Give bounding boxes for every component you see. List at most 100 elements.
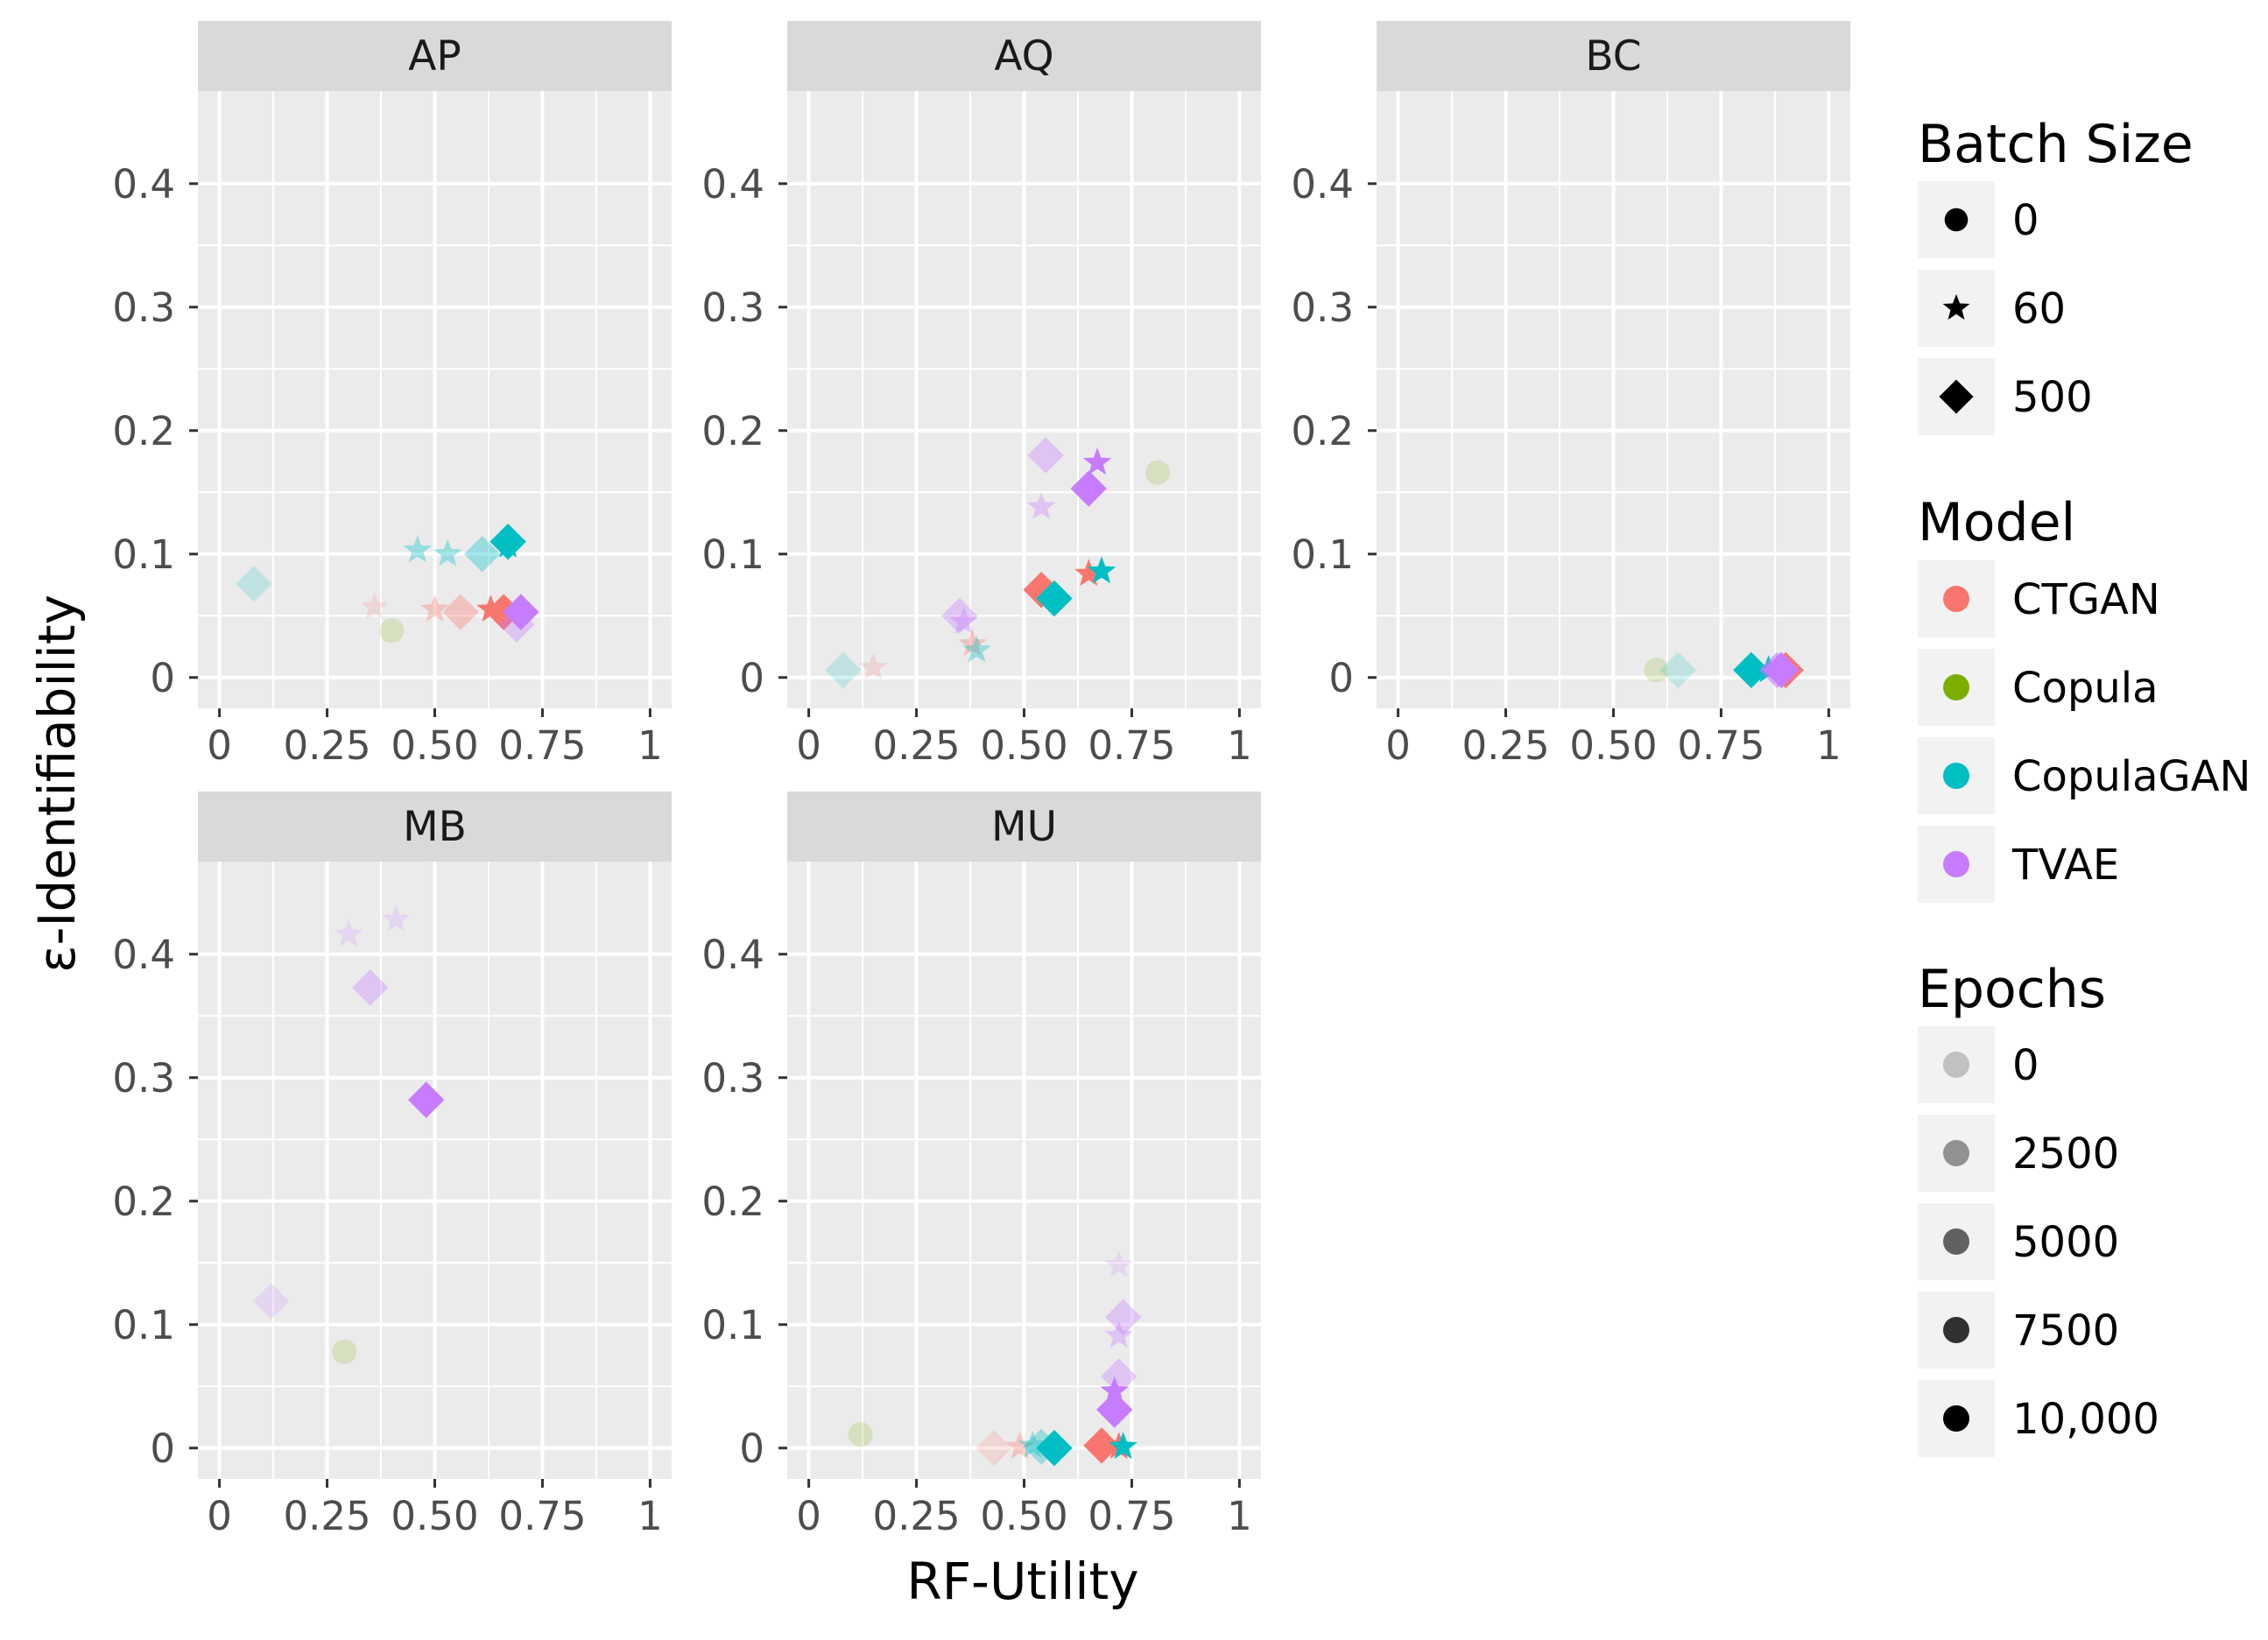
facet-label: MB: [403, 803, 467, 851]
panel-aq: AQ 0 0.25 0.50 0.75 1 0 0.1 0.2 0.3 0.4: [701, 21, 1261, 769]
batch-size-legend-label: 60: [2012, 285, 2066, 334]
data-point-copulagan-star: [962, 635, 991, 663]
y-tick-label: 0.2: [1291, 408, 1354, 454]
legend-key-alpha-dot: [1943, 1052, 1969, 1078]
facet-strip: [1377, 21, 1850, 91]
data-point-ctgan-diamond: [1083, 1427, 1120, 1464]
epochs-legend-label: 0: [2012, 1041, 2039, 1090]
data-point-copulagan-diamond: [825, 651, 862, 688]
y-tick-label: 0.2: [112, 1179, 175, 1225]
legend-title-model: Model: [1918, 492, 2075, 553]
data-point-tvae-diamond: [503, 594, 539, 630]
x-tick-label: 0: [796, 722, 821, 769]
data-point-ctgan-star: [859, 652, 888, 680]
x-tick-label: 0: [796, 1493, 821, 1539]
panel-mb: MB 0 0.25 0.50 0.75 1 0 0.1 0.2 0.3 0.4: [112, 792, 672, 1539]
x-tick-label: 0: [1385, 722, 1411, 769]
batch-size-legend-item: 60: [1918, 270, 2066, 347]
x-tick-label: 0.25: [283, 722, 370, 769]
data-point-ctgan-star: [360, 592, 389, 620]
panel-bc: BC 0 0.25 0.50 0.75 1 0 0.1 0.2 0.3 0.4: [1291, 21, 1850, 769]
data-point-tvae-diamond: [941, 597, 978, 634]
legend-key-alpha-dot: [1943, 1317, 1969, 1343]
model-legend-item: TVAE: [1918, 826, 2119, 903]
y-tick-label: 0.4: [701, 932, 764, 978]
legend-key-background: [1918, 1115, 1995, 1192]
data-point-ctgan-star: [1074, 559, 1103, 587]
y-tick-label: 0.2: [112, 408, 175, 454]
x-tick-label: 0: [207, 722, 232, 769]
x-tick-label: 0.50: [391, 722, 478, 769]
legend-key-background: [1918, 1026, 1995, 1103]
panel-ap: AP 0 0.25 0.50 0.75 1 0 0.1 0.2 0.3 0.4: [112, 21, 672, 769]
data-point-tvae-star: [382, 904, 411, 933]
facet-label: MU: [991, 803, 1057, 851]
data-point-copulagan-star: [1087, 556, 1116, 584]
batch-size-legend-label: 0: [2012, 196, 2039, 245]
data-point-tvae-star: [1104, 1320, 1133, 1348]
legend-title-batch-size: Batch Size: [1918, 114, 2194, 175]
y-tick-label: 0.3: [112, 285, 175, 331]
y-tick-label: 0: [739, 1425, 764, 1472]
data-point-tvae-star: [949, 607, 978, 635]
y-tick-label: 0.3: [112, 1055, 175, 1102]
data-point-copulagan-star: [403, 535, 433, 563]
data-point-tvae-diamond: [1070, 470, 1107, 507]
x-tick-label: 0.50: [391, 1493, 478, 1539]
epochs-legend-item: 10,000: [1918, 1380, 2159, 1457]
data-point-copulagan-diamond: [1659, 651, 1696, 688]
data-point-copulagan-star: [1109, 1432, 1138, 1460]
epochs-legend-label: 2500: [2012, 1130, 2119, 1179]
y-tick-label: 0.1: [701, 1302, 764, 1348]
epochs-legend-item: 0: [1918, 1026, 2039, 1103]
legend-key-diamond: [1939, 379, 1974, 414]
x-tick-label: 0.50: [1569, 722, 1657, 769]
x-axis-title: RF-Utility: [906, 1552, 1138, 1611]
data-point-copula-circle: [848, 1422, 873, 1447]
model-legend-item: Copula: [1918, 649, 2159, 726]
panels-layer: AP 0 0.25 0.50 0.75 1 0 0.1 0.2 0.3 0.4 AQ 0 0.25 0.50…: [112, 21, 1850, 1539]
legend-key-star: [1942, 293, 1970, 320]
data-point-tvae-star: [1104, 1250, 1133, 1278]
data-point-tvae-diamond: [1101, 1358, 1138, 1395]
data-point-ctgan-star: [1005, 1432, 1034, 1460]
x-tick-label: 0.75: [1088, 1493, 1175, 1539]
data-point-copula-circle: [332, 1339, 357, 1364]
x-tick-label: 1: [1227, 1493, 1252, 1539]
y-tick-label: 0.1: [112, 1302, 175, 1348]
y-tick-label: 0.1: [701, 531, 764, 578]
x-tick-label: 1: [637, 1493, 663, 1539]
y-tick-label: 0: [150, 1425, 175, 1472]
data-point-copula-circle: [379, 618, 405, 644]
data-point-copulagan-star: [1018, 1430, 1047, 1458]
y-tick-label: 0.3: [701, 285, 764, 331]
y-tick-label: 0.3: [701, 1055, 764, 1102]
facet-strip: [198, 792, 672, 862]
x-tick-label: 0.75: [1088, 722, 1175, 769]
batch-size-legend-item: 500: [1918, 358, 2093, 435]
panel-mu: MU 0 0.25 0.50 0.75 1 0 0.1 0.2 0.3 0.4: [701, 792, 1261, 1539]
data-point-tvae-diamond: [1763, 651, 1800, 688]
data-point-copulagan-diamond: [236, 565, 272, 602]
facet-label: AP: [408, 32, 461, 81]
data-point-copulagan-diamond: [1036, 1430, 1073, 1467]
legend-key-color-dot: [1943, 851, 1969, 877]
data-point-tvae-star: [1100, 1376, 1129, 1404]
legend-key-color-dot: [1943, 674, 1969, 700]
legend-key-color-dot: [1943, 586, 1969, 612]
data-point-tvae-star: [334, 919, 363, 947]
batch-size-legend-item: 0: [1918, 181, 2039, 258]
data-point-copulagan-diamond: [1036, 580, 1073, 617]
data-point-tvae-star: [1082, 447, 1112, 475]
data-point-copula-circle: [1145, 460, 1171, 485]
epochs-legend-label: 5000: [2012, 1218, 2119, 1267]
epochs-legend-label: 10,000: [2012, 1395, 2159, 1444]
data-point-copulagan-diamond: [1733, 651, 1770, 688]
data-point-ctgan-diamond: [442, 594, 479, 630]
x-tick-label: 1: [637, 722, 663, 769]
model-legend-label: CopulaGAN: [2012, 752, 2250, 801]
x-tick-label: 1: [1227, 722, 1252, 769]
data-point-ctgan-star: [958, 629, 987, 657]
y-tick-label: 0.4: [1291, 161, 1354, 208]
